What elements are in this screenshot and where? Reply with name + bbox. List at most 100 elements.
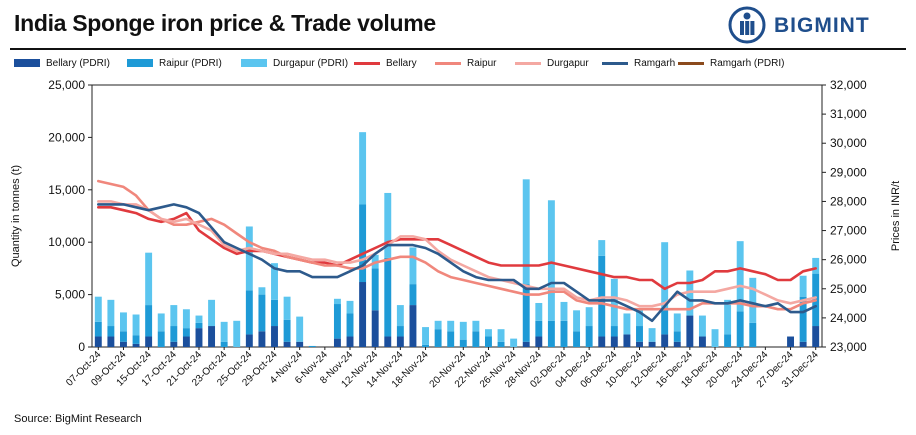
bar-bellary-pdri	[359, 282, 367, 347]
bar-raipur-pdri	[749, 322, 757, 347]
bar-durgapur-pdri	[711, 329, 719, 347]
y-left-tick-label: 20,000	[48, 130, 85, 144]
legend-label: Raipur (PDRI)	[159, 57, 222, 69]
x-tick-label: 6-Nov-24	[293, 349, 330, 386]
bar-raipur-pdri	[459, 339, 467, 347]
bar-bellary-pdri	[245, 334, 253, 347]
bar-raipur-pdri	[736, 311, 744, 347]
bar-raipur-pdri	[585, 326, 593, 347]
bar-durgapur-pdri	[447, 320, 455, 332]
bar-bellary-pdri	[94, 336, 102, 347]
bar-durgapur-pdri	[736, 241, 744, 312]
legend-label: Bellary (PDRI)	[46, 57, 110, 69]
legend-swatch	[602, 61, 628, 65]
bar-bellary-pdri	[170, 341, 178, 347]
x-tick-label: 23-Oct-24	[190, 349, 230, 389]
x-tick-label: 16-Dec-24	[654, 349, 695, 390]
bar-durgapur-pdri	[485, 329, 492, 337]
bar-durgapur-pdri	[560, 301, 568, 321]
bar-durgapur-pdri	[510, 338, 518, 347]
bar-durgapur-pdri	[396, 305, 404, 327]
bar-durgapur-pdri	[283, 296, 291, 320]
bar-durgapur-pdri	[245, 226, 253, 291]
bar-bellary-pdri	[107, 336, 115, 347]
x-tick-label: 20-Nov-24	[428, 349, 469, 390]
x-tick-label: 06-Dec-24	[579, 349, 620, 390]
bar-raipur-pdri	[145, 305, 153, 337]
bar-durgapur-pdri	[296, 316, 304, 342]
legend-swatch	[354, 61, 380, 65]
bar-raipur-pdri	[271, 299, 278, 327]
legend-item-ramgarh: Ramgarh	[602, 56, 675, 70]
bar-durgapur-pdri	[384, 192, 392, 258]
x-tick-label: 07-Oct-24	[64, 349, 104, 389]
y-axis-left-label: Quantity in tonnes (t)	[10, 165, 22, 267]
bar-durgapur-pdri	[145, 252, 153, 306]
x-tick-label: 25-Oct-24	[215, 349, 255, 389]
x-tick-label: 24-Dec-24	[730, 349, 771, 390]
bar-raipur-pdri	[132, 335, 140, 344]
bar-durgapur-pdri	[623, 313, 631, 335]
bar-durgapur-pdri	[698, 315, 706, 337]
bar-raipur-pdri	[673, 331, 681, 342]
bar-raipur-pdri	[94, 321, 102, 337]
bar-bellary-pdri	[346, 336, 354, 347]
bar-bellary-pdri	[787, 336, 794, 347]
bar-bellary-pdri	[812, 326, 820, 347]
bar-durgapur-pdri	[673, 313, 681, 332]
bar-bellary-pdri	[333, 338, 341, 347]
x-tick-label: 29-Oct-24	[240, 349, 280, 389]
bar-bellary-pdri	[271, 326, 278, 347]
bar-raipur-pdri	[610, 326, 618, 337]
legend-swatch	[14, 59, 40, 67]
bar-bellary-pdri	[182, 336, 190, 347]
y-axis-right-label: Prices in INR/t	[890, 181, 902, 251]
legend-item-durgapur-pdri: Durgapur (PDRI)	[241, 56, 348, 70]
bar-durgapur-pdri	[497, 329, 505, 342]
bar-raipur-pdri	[636, 326, 643, 342]
bar-durgapur-pdri	[107, 299, 115, 327]
bar-raipur-pdri	[724, 334, 732, 347]
bar-durgapur-pdri	[749, 277, 757, 323]
bar-raipur-pdri	[371, 268, 379, 311]
bar-raipur-pdri	[220, 341, 228, 347]
legend-swatch	[127, 59, 153, 67]
bar-raipur-pdri	[170, 326, 178, 342]
bar-durgapur-pdri	[636, 308, 643, 327]
x-tick-label: 02-Dec-24	[528, 349, 569, 390]
bar-raipur-pdri	[346, 313, 354, 337]
legend-swatch	[678, 61, 704, 65]
bar-raipur-pdri	[384, 257, 392, 337]
legend-label: Durgapur (PDRI)	[273, 57, 349, 69]
bar-raipur-pdri	[485, 336, 492, 347]
bar-durgapur-pdri	[233, 320, 241, 347]
bar-durgapur-pdri	[686, 270, 694, 316]
legend-label: Ramgarh (PDRI)	[710, 57, 785, 69]
legend-label: Durgapur	[547, 57, 589, 69]
legend-item-bellary-pdri: Bellary (PDRI)	[14, 56, 110, 70]
legend-swatch	[435, 61, 461, 65]
bar-durgapur-pdri	[812, 257, 820, 274]
legend-label: Bellary	[386, 57, 417, 69]
y-right-tick-label: 32,000	[830, 78, 867, 92]
bar-bellary-pdri	[661, 334, 669, 347]
bar-durgapur-pdri	[220, 321, 228, 342]
bar-durgapur-pdri	[170, 305, 178, 327]
bar-raipur-pdri	[283, 319, 291, 342]
legend-item-bellary: Bellary	[354, 56, 417, 70]
bar-durgapur-pdri	[120, 312, 127, 332]
y-right-tick-label: 27,000	[830, 224, 867, 238]
x-tick-label: 15-Oct-24	[115, 349, 155, 389]
bar-bellary-pdri	[208, 326, 216, 347]
bar-bellary-pdri	[623, 334, 631, 347]
bar-durgapur-pdri	[585, 307, 593, 327]
bar-raipur-pdri	[308, 345, 316, 347]
bar-durgapur-pdri	[610, 278, 618, 327]
bar-durgapur-pdri	[371, 254, 379, 269]
bar-durgapur-pdri	[422, 327, 429, 345]
bar-raipur-pdri	[120, 331, 127, 342]
y-left-tick-label: 0	[78, 340, 85, 354]
bar-raipur-pdri	[107, 326, 115, 337]
bar-bellary-pdri	[283, 341, 291, 347]
bar-raipur-pdri	[497, 341, 505, 347]
